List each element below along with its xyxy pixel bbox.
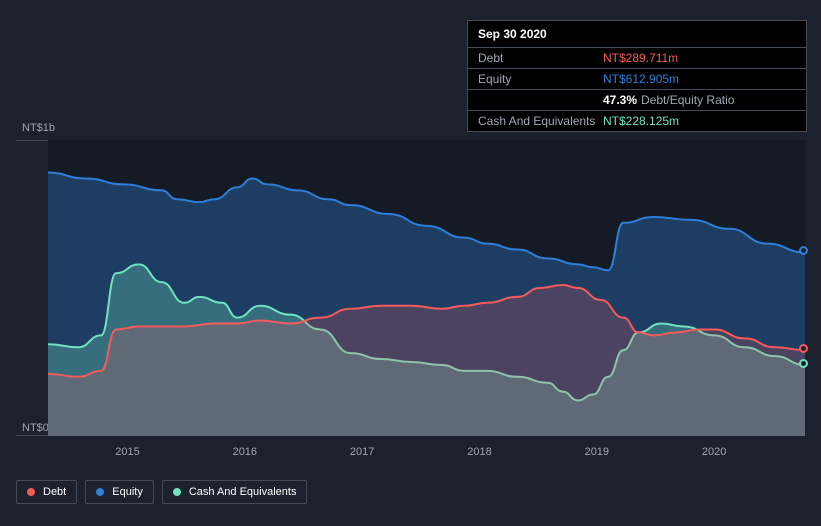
tooltip-label: Cash And Equivalents [478,114,603,128]
legend-item-debt[interactable]: Debt [16,480,77,504]
legend-label: Cash And Equivalents [189,486,297,498]
financials-area-chart: Sep 30 2020 Debt NT$289.711m Equity NT$6… [0,0,821,526]
legend-label: Equity [112,486,143,498]
x-axis-label: 2015 [115,446,139,458]
legend-item-cash[interactable]: Cash And Equivalents [162,480,308,504]
legend-item-equity[interactable]: Equity [85,480,154,504]
tooltip-value: 47.3% Debt/Equity Ratio [603,93,734,107]
legend-dot-icon [27,488,35,496]
legend-dot-icon [96,488,104,496]
tooltip-row-cash: Cash And Equivalents NT$228.125m [468,111,806,131]
chart-tooltip: Sep 30 2020 Debt NT$289.711m Equity NT$6… [467,20,807,132]
tooltip-label: Debt [478,51,603,65]
y-axis-top-label: NT$1b [22,122,55,134]
end-marker-debt [799,344,808,353]
tooltip-row-debt: Debt NT$289.711m [468,48,806,69]
end-marker-cash-and-equivalents [799,359,808,368]
tooltip-label [478,93,603,107]
tooltip-value: NT$612.905m [603,72,679,86]
legend-dot-icon [173,488,181,496]
tooltip-date: Sep 30 2020 [468,21,806,48]
tooltip-value: NT$228.125m [603,114,679,128]
x-axis-label: 2020 [702,446,726,458]
ratio-label: Debt/Equity Ratio [641,93,734,107]
plot-svg[interactable] [48,140,805,436]
tooltip-row-ratio: 47.3% Debt/Equity Ratio [468,90,806,111]
x-axis-label: 2017 [350,446,374,458]
chart-legend: Debt Equity Cash And Equivalents [16,480,307,504]
x-axis-label: 2016 [233,446,257,458]
end-marker-equity [799,246,808,255]
legend-label: Debt [43,486,66,498]
x-axis-label: 2018 [467,446,491,458]
x-axis-label: 2019 [585,446,609,458]
tooltip-value: NT$289.711m [603,51,678,65]
tooltip-label: Equity [478,72,603,86]
tooltip-row-equity: Equity NT$612.905m [468,69,806,90]
ratio-percent: 47.3% [603,93,637,107]
